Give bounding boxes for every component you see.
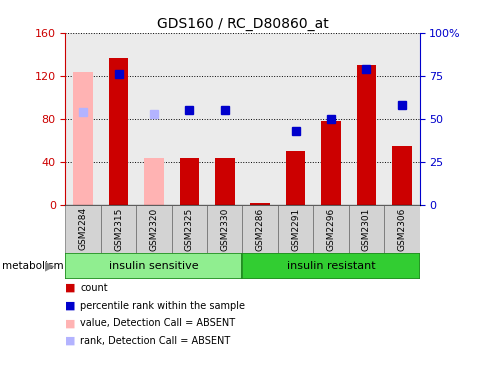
- Bar: [356, 65, 376, 205]
- Bar: [65, 205, 101, 253]
- Bar: [144, 158, 164, 205]
- Text: GSM2286: GSM2286: [255, 207, 264, 251]
- Title: GDS160 / RC_D80860_at: GDS160 / RC_D80860_at: [156, 16, 328, 30]
- Bar: [65, 253, 242, 279]
- Text: GSM2320: GSM2320: [149, 207, 158, 251]
- Text: GSM2291: GSM2291: [290, 207, 300, 251]
- Bar: [101, 205, 136, 253]
- Bar: [277, 205, 313, 253]
- Text: GSM2301: GSM2301: [361, 207, 370, 251]
- Text: ■: ■: [65, 318, 76, 328]
- Bar: [73, 72, 93, 205]
- Bar: [242, 253, 419, 279]
- Text: GSM2330: GSM2330: [220, 207, 229, 251]
- Bar: [285, 151, 305, 205]
- Text: GSM2315: GSM2315: [114, 207, 123, 251]
- Bar: [313, 205, 348, 253]
- Text: ■: ■: [65, 283, 76, 293]
- Bar: [171, 205, 207, 253]
- Text: percentile rank within the sample: percentile rank within the sample: [80, 300, 244, 311]
- Bar: [179, 158, 199, 205]
- Text: GSM2296: GSM2296: [326, 207, 335, 251]
- Bar: [383, 205, 419, 253]
- Text: GSM2325: GSM2325: [184, 207, 194, 251]
- Text: ■: ■: [65, 336, 76, 346]
- Bar: [108, 58, 128, 205]
- Text: count: count: [80, 283, 107, 293]
- Bar: [207, 205, 242, 253]
- Text: ▶: ▶: [45, 259, 54, 272]
- Text: insulin resistant: insulin resistant: [286, 261, 375, 271]
- Text: rank, Detection Call = ABSENT: rank, Detection Call = ABSENT: [80, 336, 230, 346]
- Text: metabolism: metabolism: [2, 261, 64, 271]
- Bar: [250, 203, 270, 205]
- Text: insulin sensitive: insulin sensitive: [109, 261, 198, 271]
- Bar: [320, 121, 340, 205]
- Text: GSM2284: GSM2284: [78, 207, 88, 250]
- Bar: [136, 205, 171, 253]
- Text: ■: ■: [65, 300, 76, 311]
- Bar: [348, 205, 383, 253]
- Text: GSM2306: GSM2306: [396, 207, 406, 251]
- Bar: [242, 205, 277, 253]
- Bar: [214, 158, 234, 205]
- Bar: [391, 146, 411, 205]
- Text: value, Detection Call = ABSENT: value, Detection Call = ABSENT: [80, 318, 235, 328]
